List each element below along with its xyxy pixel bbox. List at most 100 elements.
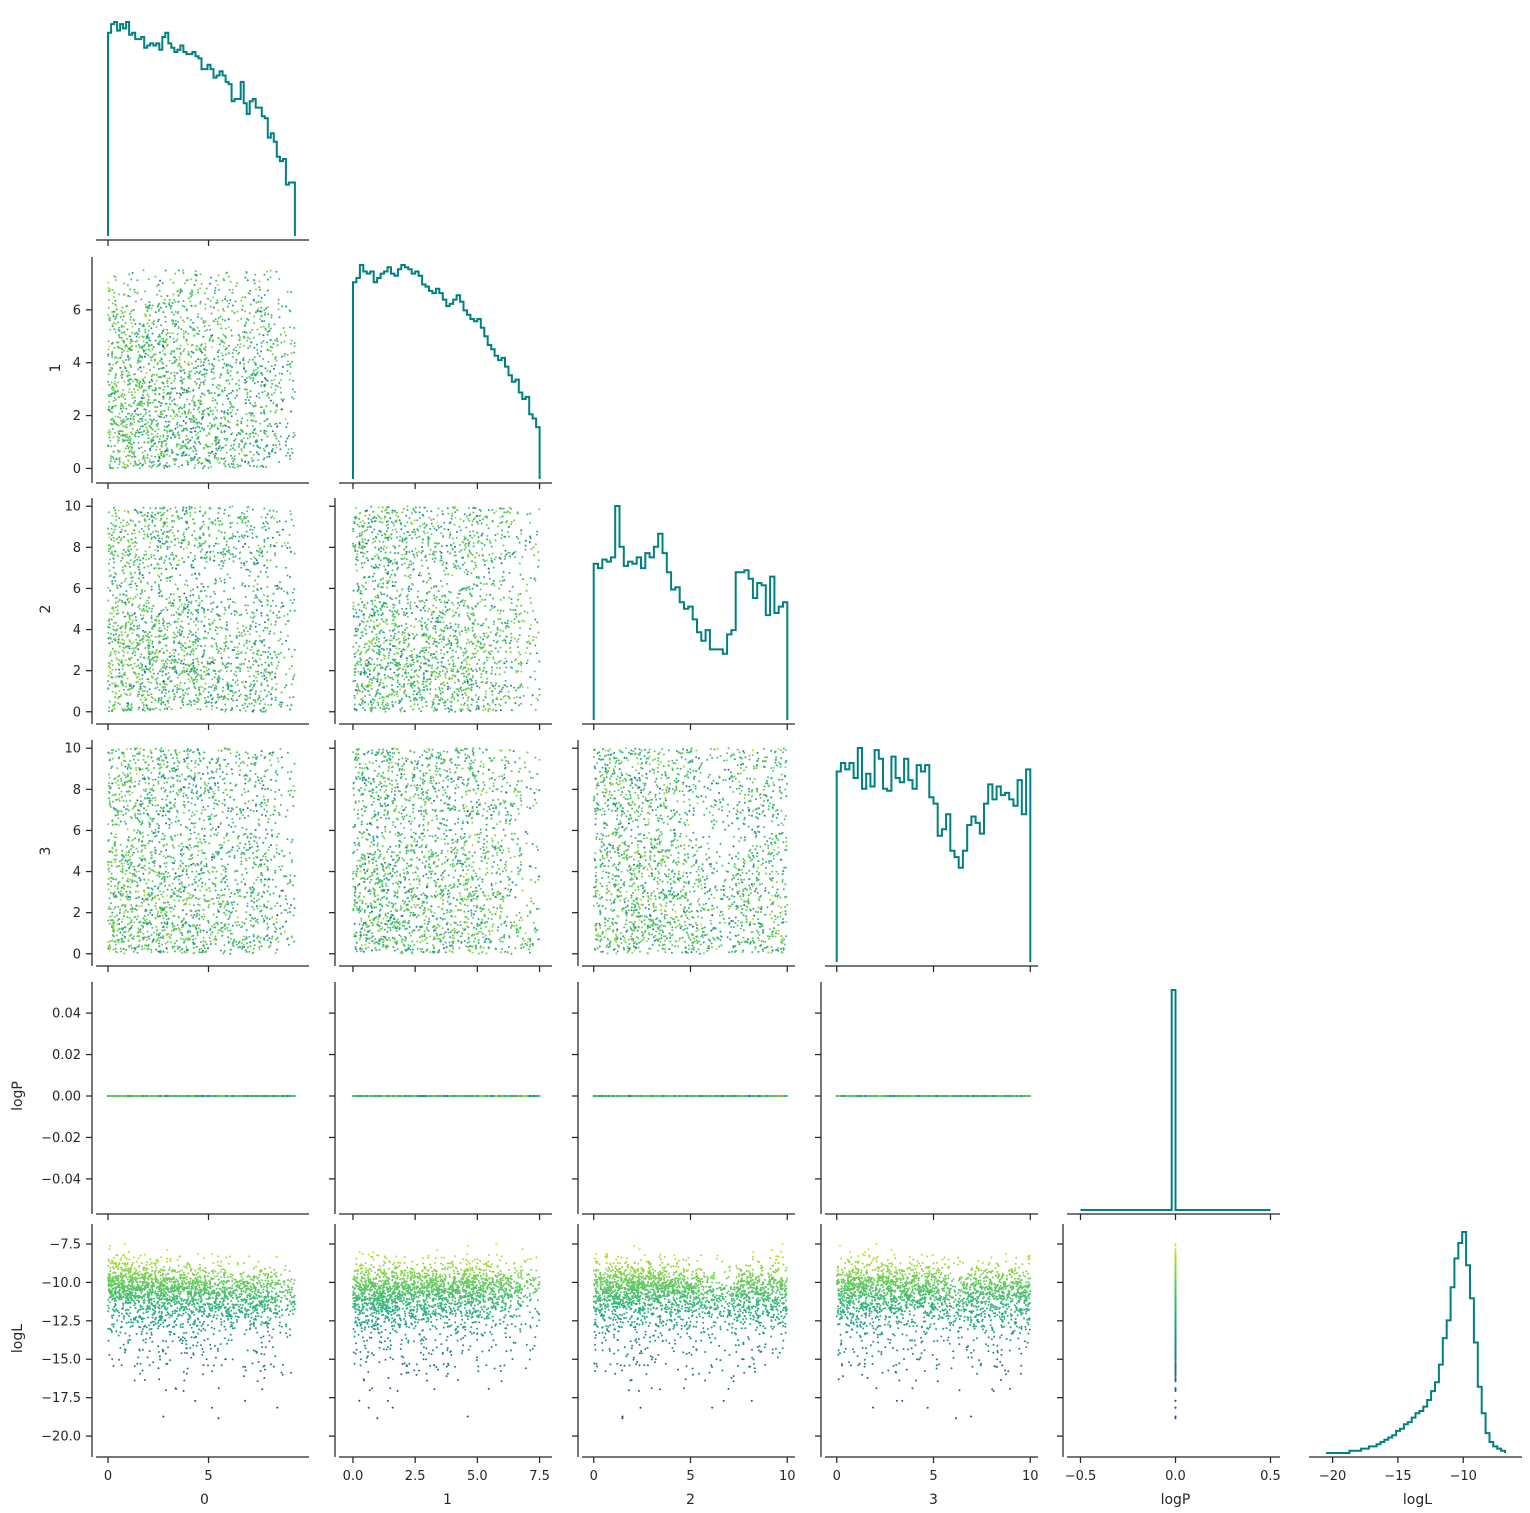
scatter-point	[143, 340, 145, 342]
scatter-point	[180, 367, 182, 369]
scatter-point	[236, 395, 238, 397]
scatter-point	[228, 393, 230, 395]
scatter-point	[116, 442, 118, 444]
scatter-point	[125, 448, 127, 450]
scatter-point	[263, 326, 265, 328]
scatter-point	[214, 292, 216, 294]
scatter-point	[129, 436, 131, 438]
scatter-point	[154, 442, 156, 444]
scatter-point	[132, 340, 134, 342]
scatter-point	[265, 307, 267, 309]
scatter-point	[209, 283, 211, 285]
scatter-point	[162, 302, 164, 304]
scatter-point	[243, 366, 245, 368]
scatter-point	[145, 412, 147, 414]
scatter-point	[256, 372, 258, 374]
scatter-point	[170, 307, 172, 309]
scatter-point	[143, 408, 145, 410]
histogram-2	[594, 506, 788, 720]
scatter-point	[276, 447, 278, 449]
scatter-point	[158, 319, 160, 321]
scatter-point	[268, 397, 270, 399]
scatter-point	[255, 421, 257, 423]
scatter-point	[264, 312, 266, 314]
scatter-point	[172, 418, 174, 420]
scatter-point	[279, 422, 281, 424]
scatter-point	[220, 458, 222, 460]
scatter-point	[108, 429, 110, 431]
scatter-point	[218, 349, 220, 351]
scatter-point	[145, 462, 147, 464]
scatter-point	[268, 361, 270, 363]
scatter-point	[111, 352, 113, 354]
scatter-point	[214, 287, 216, 289]
scatter-point	[143, 455, 145, 457]
scatter-point	[201, 283, 203, 285]
scatter-point	[113, 347, 115, 349]
scatter-point	[147, 334, 149, 336]
scatter-point	[183, 333, 185, 335]
scatter-point	[187, 464, 189, 466]
scatter-point	[147, 394, 149, 396]
scatter-point	[249, 451, 251, 453]
scatter-point	[144, 356, 146, 358]
scatter-point	[134, 333, 136, 335]
scatter-point	[267, 290, 269, 292]
scatter-point	[107, 282, 109, 284]
scatter-point	[204, 308, 206, 310]
scatter-point	[132, 272, 134, 274]
scatter-point	[121, 411, 123, 413]
scatter-point	[199, 359, 201, 361]
scatter-point	[231, 366, 233, 368]
scatter-point	[242, 296, 244, 298]
scatter-point	[289, 326, 291, 328]
scatter-point	[292, 436, 294, 438]
scatter-point	[201, 427, 203, 429]
scatter-point	[249, 312, 251, 314]
scatter-point	[114, 432, 116, 434]
scatter-point	[272, 448, 274, 450]
scatter-point	[173, 380, 175, 382]
scatter-point	[242, 331, 244, 333]
scatter-point	[234, 449, 236, 451]
scatter-point	[139, 418, 141, 420]
scatter-point	[256, 344, 258, 346]
histogram-logL	[1326, 1232, 1505, 1453]
scatter-point	[148, 410, 150, 412]
scatter-point	[142, 383, 144, 385]
scatter-point	[253, 454, 255, 456]
scatter-point	[279, 316, 281, 318]
scatter-point	[222, 367, 224, 369]
scatter-point	[287, 452, 289, 454]
scatter-point	[177, 415, 179, 417]
scatter-point	[148, 437, 150, 439]
scatter-point	[190, 370, 192, 372]
scatter-point	[119, 357, 121, 359]
scatter-point	[135, 413, 137, 415]
scatter-point	[285, 426, 287, 428]
scatter-point	[243, 357, 245, 359]
scatter-point	[290, 366, 292, 368]
scatter-point	[282, 366, 284, 368]
scatter-point	[239, 336, 241, 338]
scatter-point	[170, 391, 172, 393]
scatter-point	[258, 393, 260, 395]
scatter-point	[220, 449, 222, 451]
scatter-point	[211, 451, 213, 453]
scatter-point	[254, 382, 256, 384]
scatter-point	[278, 299, 280, 301]
scatter-point	[147, 431, 149, 433]
scatter-point	[188, 351, 190, 353]
scatter-point	[208, 390, 210, 392]
scatter-point	[226, 347, 228, 349]
scatter-point	[200, 365, 202, 367]
scatter-point	[137, 362, 139, 364]
scatter-panel-0-1	[107, 269, 296, 469]
scatter-point	[157, 336, 159, 338]
scatter-point	[199, 303, 201, 305]
scatter-point	[246, 394, 248, 396]
scatter-point	[177, 422, 179, 424]
scatter-point	[122, 425, 124, 427]
scatter-point	[126, 445, 128, 447]
scatter-point	[145, 304, 147, 306]
